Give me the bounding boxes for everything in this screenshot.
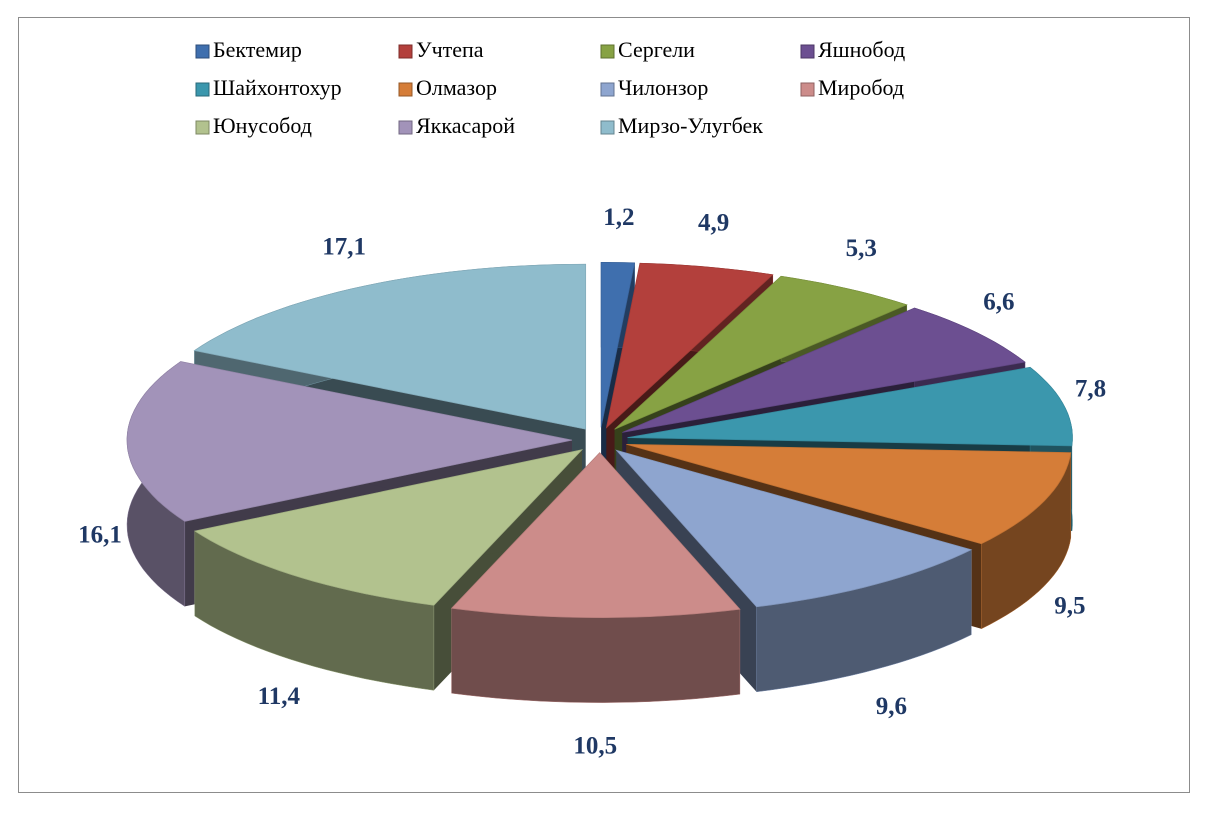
legend-swatch — [398, 82, 413, 97]
legend-label: Юнусобод — [213, 113, 312, 138]
data-label: 9,5 — [1054, 593, 1085, 620]
slice — [600, 262, 636, 428]
legend-swatch — [195, 120, 210, 135]
data-label: 5,3 — [846, 235, 877, 262]
data-label: 6,6 — [983, 288, 1014, 315]
data-label: 7,8 — [1075, 376, 1106, 403]
slice — [193, 263, 587, 430]
legend-swatch — [195, 44, 210, 59]
legend-swatch — [800, 82, 815, 97]
legend-swatch — [600, 82, 615, 97]
slice — [622, 307, 1026, 433]
legend-label: Олмазор — [416, 75, 497, 100]
legend-label: Бектемир — [213, 37, 302, 62]
legend-label: Яккасарой — [416, 113, 515, 138]
legend-swatch — [195, 82, 210, 97]
data-label: 11,4 — [258, 683, 301, 710]
data-label: 9,6 — [876, 693, 907, 720]
slice — [126, 361, 573, 522]
data-label: 10,5 — [573, 733, 617, 760]
slice — [615, 449, 973, 608]
data-label: 4,9 — [698, 209, 729, 236]
legend-swatch — [600, 120, 615, 135]
legend-swatch — [398, 44, 413, 59]
slice — [605, 262, 774, 429]
slice — [193, 449, 584, 606]
legend-label: Яшнобод — [818, 37, 905, 62]
legend-label: Учтепа — [416, 37, 484, 62]
slice — [626, 443, 1072, 545]
legend-label: Шайхонтохур — [213, 75, 342, 100]
data-label: 16,1 — [78, 522, 122, 549]
data-label: 17,1 — [322, 234, 366, 261]
slice — [627, 366, 1073, 447]
slice-side — [451, 607, 741, 703]
legend-label: Чилонзор — [618, 75, 708, 100]
legend-label: Миробод — [818, 75, 904, 100]
legend-swatch — [800, 44, 815, 59]
legend-label: Мирзо-Улугбек — [618, 113, 763, 138]
legend-swatch — [398, 120, 413, 135]
legend-label: Сергели — [618, 37, 695, 62]
slice — [450, 452, 741, 618]
slice — [614, 275, 908, 430]
data-label: 1,2 — [603, 204, 634, 231]
legend-swatch — [600, 44, 615, 59]
